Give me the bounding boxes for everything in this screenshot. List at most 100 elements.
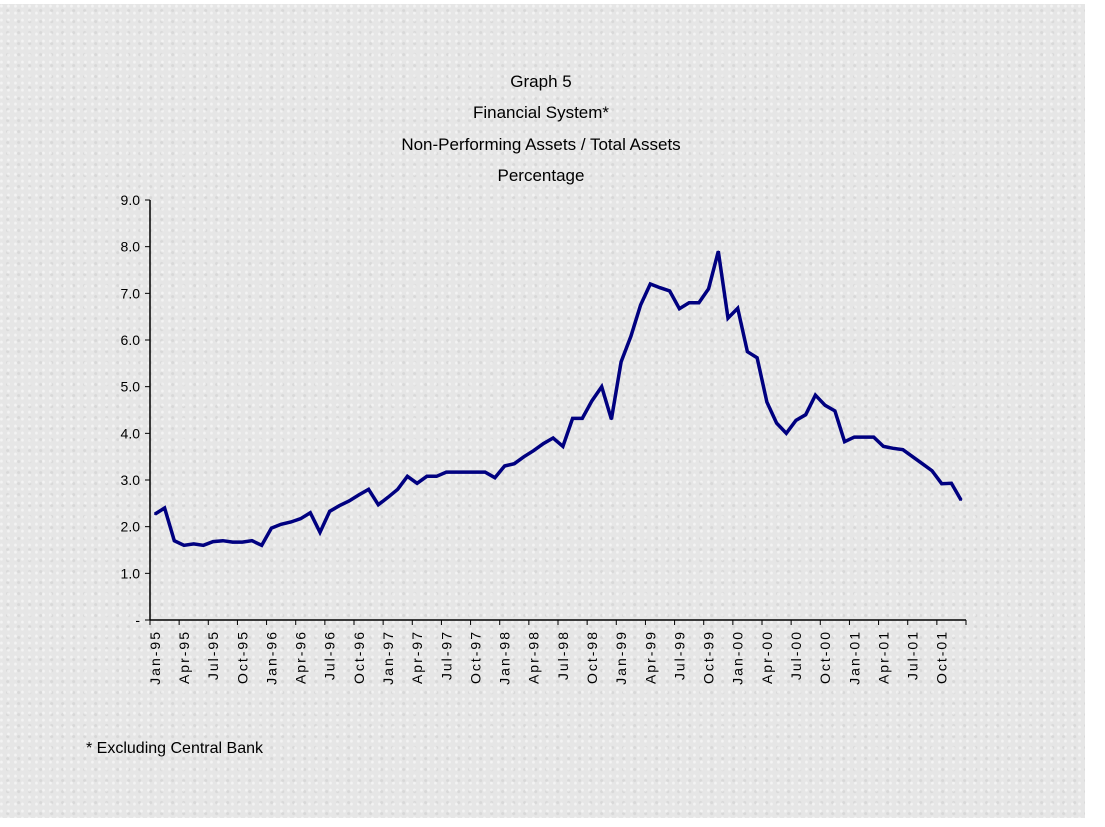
data-point — [736, 307, 739, 310]
data-point — [668, 290, 671, 292]
y-axis-ticks: - 1.0 2.0 3.0 4.0 5.0 6.0 7.0 8.0 9.0 — [121, 192, 150, 628]
data-point — [824, 404, 826, 407]
data-point — [649, 283, 652, 285]
data-point — [911, 455, 914, 458]
x-tick-label: Oct-97 — [467, 630, 483, 684]
x-tick-label: Jan-98 — [497, 630, 513, 685]
data-point — [775, 422, 778, 424]
x-tick-label: Jan-95 — [147, 630, 163, 685]
data-point — [260, 544, 263, 547]
data-point — [523, 455, 525, 458]
data-point — [581, 417, 584, 420]
chart-panel: Graph 5 Financial System* Non-Performing… — [0, 4, 1085, 818]
data-point — [241, 541, 244, 543]
data-point — [921, 462, 924, 465]
x-tick-label: Apr-99 — [642, 630, 658, 684]
x-tick-label: Jan-00 — [730, 630, 746, 685]
y-tick-label: - — [135, 612, 140, 628]
data-point — [338, 504, 341, 507]
data-point — [319, 531, 321, 534]
data-point — [727, 317, 729, 319]
data-point — [173, 539, 176, 542]
data-point — [902, 448, 904, 451]
data-point — [328, 510, 331, 513]
data-point — [960, 499, 962, 501]
data-point — [222, 539, 224, 542]
data-point — [270, 527, 273, 529]
data-point — [853, 436, 856, 438]
x-tick-label: Jul-96 — [322, 630, 338, 680]
x-axis-ticks: Jan-95 Apr-95 Jul-95 Oct-95 Jan-96 Apr-96 Jul-… — [147, 620, 967, 685]
data-point — [630, 335, 632, 338]
x-tick-label: Apr-00 — [759, 630, 775, 684]
y-tick-label: 2.0 — [121, 519, 141, 535]
data-point — [163, 507, 166, 509]
data-point — [940, 482, 943, 485]
x-tick-label: Oct-96 — [351, 630, 367, 684]
data-point — [678, 307, 681, 310]
x-tick-label: Oct-99 — [701, 630, 717, 684]
x-tick-label: Jul-95 — [205, 630, 221, 680]
axes — [149, 200, 966, 621]
data-point — [950, 482, 953, 485]
data-point — [484, 471, 486, 473]
chart-title: Graph 5 Financial System* Non-Performing… — [401, 72, 680, 185]
y-tick-label: 3.0 — [121, 472, 141, 488]
data-point — [542, 442, 545, 445]
x-tick-label: Jul-01 — [905, 630, 921, 680]
data-point — [892, 447, 894, 450]
data-point — [562, 445, 564, 448]
data-point — [610, 418, 613, 421]
data-point — [503, 465, 506, 467]
x-tick-label: Oct-01 — [934, 630, 950, 684]
data-point — [435, 475, 438, 478]
data-point — [688, 301, 690, 304]
x-tick-label: Apr-01 — [875, 630, 891, 684]
data-point — [639, 304, 642, 306]
data-point — [513, 462, 516, 465]
y-tick-label: 9.0 — [121, 192, 141, 208]
data-point — [212, 540, 214, 543]
data-point — [863, 436, 865, 438]
data-point — [367, 488, 370, 491]
data-point — [251, 539, 253, 542]
x-tick-label: Apr-98 — [526, 630, 542, 684]
data-point — [600, 385, 603, 388]
data-point — [707, 287, 710, 290]
data-point — [931, 469, 933, 472]
y-tick-label: 8.0 — [121, 239, 141, 255]
data-point — [474, 471, 477, 473]
data-point — [766, 401, 768, 403]
data-point — [698, 301, 700, 304]
data-point — [358, 494, 360, 496]
data-point — [882, 445, 885, 448]
y-tick-label: 5.0 — [121, 379, 141, 395]
data-point — [814, 394, 817, 396]
data-point — [299, 517, 302, 520]
title-line-2: Financial System* — [473, 103, 609, 122]
data-point — [231, 541, 234, 543]
data-point — [445, 471, 448, 473]
data-point — [387, 496, 389, 499]
data-point — [183, 544, 185, 547]
data-point — [192, 543, 195, 545]
data-point — [154, 513, 156, 515]
title-line-1: Graph 5 — [510, 72, 571, 91]
x-tick-label: Apr-95 — [176, 630, 192, 684]
y-tick-label: 6.0 — [121, 332, 141, 348]
data-point — [620, 361, 622, 363]
data-point — [426, 475, 428, 478]
y-tick-label: 7.0 — [121, 285, 141, 301]
x-tick-label: Oct-95 — [234, 630, 250, 684]
series — [153, 250, 963, 548]
x-tick-label: Jan-01 — [846, 630, 862, 685]
data-point — [202, 544, 205, 547]
x-tick-label: Jul-97 — [438, 630, 454, 680]
data-point — [591, 399, 593, 402]
y-tick-label: 1.0 — [121, 565, 141, 581]
x-tick-label: Jan-96 — [263, 630, 279, 685]
data-point — [532, 449, 535, 452]
data-point — [746, 350, 749, 353]
data-point — [455, 471, 457, 473]
y-tick-label: 4.0 — [121, 425, 141, 441]
